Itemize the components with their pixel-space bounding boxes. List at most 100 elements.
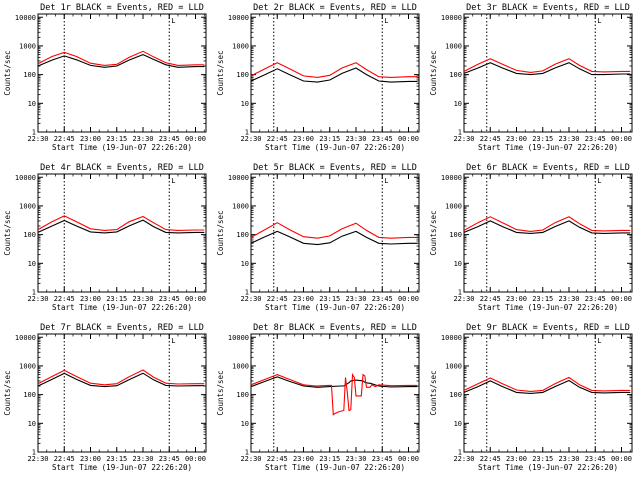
series-line bbox=[463, 220, 631, 234]
y-tick-label: 1000 bbox=[445, 42, 462, 50]
series-line bbox=[37, 54, 205, 68]
series-line bbox=[463, 216, 631, 232]
y-tick-label: 1 bbox=[458, 289, 462, 297]
series-line bbox=[250, 372, 418, 416]
x-tick-label: 23:00 bbox=[80, 295, 101, 303]
series-line bbox=[463, 379, 631, 394]
series-line bbox=[250, 67, 418, 83]
y-tick-label: 10 bbox=[454, 260, 462, 268]
y-tick-label: 1 bbox=[245, 129, 249, 137]
x-axis-label: Start Time (19-Jun-07 22:26:20) bbox=[478, 143, 618, 152]
plot-frame bbox=[250, 333, 420, 453]
x-tick-label: 00:00 bbox=[398, 295, 419, 303]
chart-title: Det 1r BLACK = Events, RED = LLD bbox=[40, 3, 204, 13]
chart-title: Det 4r BLACK = Events, RED = LLD bbox=[40, 163, 204, 173]
y-axis-label: Counts/sec bbox=[3, 210, 12, 255]
y-tick-label: 10000 bbox=[228, 334, 249, 342]
y-axis-label: Counts/sec bbox=[216, 50, 225, 95]
y-tick-label: 1 bbox=[32, 449, 36, 457]
y-axis-label: Counts/sec bbox=[3, 50, 12, 95]
series-line bbox=[37, 369, 205, 386]
marker-label: L bbox=[597, 17, 601, 25]
x-tick-label: 00:00 bbox=[611, 295, 632, 303]
y-tick-label: 1 bbox=[32, 129, 36, 137]
x-tick-label: 22:45 bbox=[54, 455, 75, 463]
y-tick-label: 1000 bbox=[232, 42, 249, 50]
y-tick-label: 10000 bbox=[441, 14, 462, 22]
chart-panel-1: Det 1r BLACK = Events, RED = LLD 1 10 100 10… bbox=[3, 3, 207, 152]
y-axis-label: Counts/sec bbox=[429, 210, 438, 255]
y-axis-label: Counts/sec bbox=[216, 370, 225, 415]
chart-title: Det 5r BLACK = Events, RED = LLD bbox=[253, 163, 417, 173]
x-tick-label: 23:30 bbox=[132, 455, 153, 463]
x-tick-label: 23:15 bbox=[319, 455, 340, 463]
chart-panel-5: Det 5r BLACK = Events, RED = LLD 1 10 100 10… bbox=[216, 163, 420, 312]
x-tick-label: 22:30 bbox=[453, 295, 474, 303]
marker-label: L bbox=[597, 177, 601, 185]
x-axis-label: Start Time (19-Jun-07 22:26:20) bbox=[478, 303, 618, 312]
x-tick-label: 23:45 bbox=[372, 295, 393, 303]
y-tick-label: 100 bbox=[449, 71, 462, 79]
plot-frame bbox=[37, 173, 207, 293]
y-tick-label: 10000 bbox=[15, 14, 36, 22]
y-tick-label: 100 bbox=[449, 391, 462, 399]
chart-title: Det 7r BLACK = Events, RED = LLD bbox=[40, 323, 204, 333]
y-tick-label: 100 bbox=[236, 71, 249, 79]
y-tick-label: 10000 bbox=[441, 174, 462, 182]
plot-frame bbox=[463, 13, 633, 133]
x-tick-label: 23:00 bbox=[506, 455, 527, 463]
y-tick-label: 100 bbox=[23, 391, 36, 399]
marker-label: L bbox=[597, 337, 601, 345]
plot-frame bbox=[463, 173, 633, 293]
x-tick-label: 00:00 bbox=[185, 295, 206, 303]
x-tick-label: 00:00 bbox=[611, 455, 632, 463]
x-tick-label: 00:00 bbox=[398, 455, 419, 463]
chart-panel-9: Det 9r BLACK = Events, RED = LLD 1 10 100 10… bbox=[429, 323, 633, 472]
x-tick-label: 23:15 bbox=[106, 295, 127, 303]
marker-label: L bbox=[384, 337, 388, 345]
y-tick-label: 1 bbox=[245, 449, 249, 457]
x-tick-label: 00:00 bbox=[185, 135, 206, 143]
x-tick-label: 22:30 bbox=[240, 295, 261, 303]
x-tick-label: 23:30 bbox=[558, 455, 579, 463]
y-tick-label: 1000 bbox=[19, 362, 36, 370]
x-tick-label: 00:00 bbox=[611, 135, 632, 143]
series-line bbox=[250, 230, 418, 246]
x-tick-label: 23:15 bbox=[106, 455, 127, 463]
y-tick-label: 100 bbox=[449, 231, 462, 239]
y-tick-label: 10 bbox=[28, 100, 36, 108]
series-line bbox=[250, 222, 418, 239]
x-tick-label: 23:00 bbox=[506, 135, 527, 143]
y-tick-label: 10 bbox=[241, 100, 249, 108]
plot-frame bbox=[463, 333, 633, 453]
x-tick-label: 23:30 bbox=[345, 135, 366, 143]
x-tick-label: 23:30 bbox=[132, 135, 153, 143]
chart-panel-7: Det 7r BLACK = Events, RED = LLD 1 10 100 10… bbox=[3, 323, 207, 472]
chart-panel-4: Det 4r BLACK = Events, RED = LLD 1 10 100 10… bbox=[3, 163, 207, 312]
y-axis-label: Counts/sec bbox=[216, 210, 225, 255]
chart-panel-6: Det 6r BLACK = Events, RED = LLD 1 10 100 10… bbox=[429, 163, 633, 312]
x-tick-label: 23:30 bbox=[132, 295, 153, 303]
x-tick-label: 22:45 bbox=[480, 455, 501, 463]
y-axis-label: Counts/sec bbox=[429, 50, 438, 95]
x-tick-label: 22:45 bbox=[480, 135, 501, 143]
y-tick-label: 10000 bbox=[441, 334, 462, 342]
series-line bbox=[463, 58, 631, 73]
y-axis-label: Counts/sec bbox=[429, 370, 438, 415]
x-tick-label: 23:45 bbox=[372, 455, 393, 463]
x-tick-label: 23:00 bbox=[293, 455, 314, 463]
y-tick-label: 10000 bbox=[228, 14, 249, 22]
x-tick-label: 23:00 bbox=[293, 135, 314, 143]
x-tick-label: 22:30 bbox=[453, 135, 474, 143]
chart-title: Det 2r BLACK = Events, RED = LLD bbox=[253, 3, 417, 13]
x-axis-label: Start Time (19-Jun-07 22:26:20) bbox=[52, 143, 192, 152]
x-tick-label: 23:15 bbox=[319, 135, 340, 143]
x-tick-label: 22:45 bbox=[267, 455, 288, 463]
x-tick-label: 23:45 bbox=[585, 135, 606, 143]
x-tick-label: 22:30 bbox=[240, 135, 261, 143]
y-tick-label: 1000 bbox=[19, 202, 36, 210]
x-tick-label: 22:45 bbox=[54, 295, 75, 303]
y-tick-label: 100 bbox=[236, 231, 249, 239]
x-tick-label: 22:30 bbox=[453, 455, 474, 463]
